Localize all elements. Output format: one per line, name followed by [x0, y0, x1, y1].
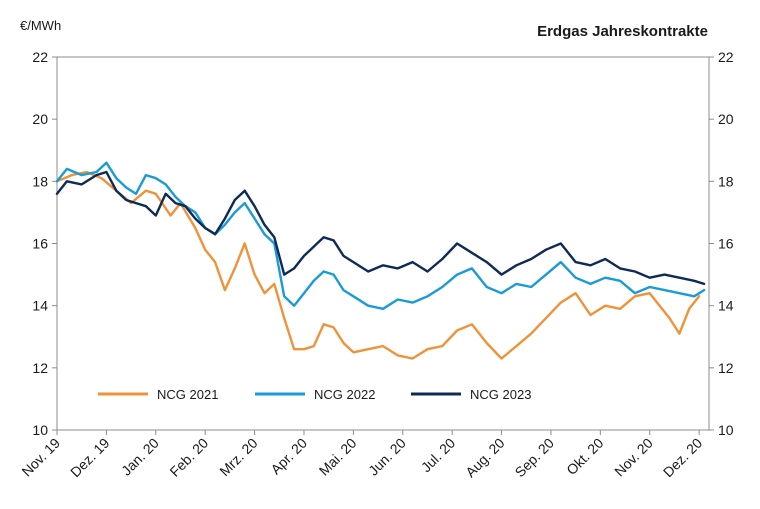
- x-tick-label: Jan. 20: [118, 435, 162, 479]
- x-tick-label: Feb. 20: [166, 435, 211, 480]
- x-tick-label: Nov. 20: [611, 435, 656, 480]
- y-tick-label-left-22: 22: [32, 49, 48, 65]
- y-tick-label-right-12: 12: [718, 360, 734, 376]
- y-tick-label-right-18: 18: [718, 173, 734, 189]
- x-tick-label: Aug. 20: [462, 435, 508, 481]
- y-tick-label-right-20: 20: [718, 111, 734, 127]
- chart-title: Erdgas Jahreskontrakte: [537, 23, 708, 40]
- legend-label-ncg-2022: NCG 2022: [314, 387, 375, 402]
- x-tick-label: Dez. 20: [660, 435, 706, 481]
- y-tick-label-right-16: 16: [718, 236, 734, 252]
- x-tick-label: Jul. 20: [418, 435, 459, 476]
- x-tick-label: Mai. 20: [316, 435, 360, 479]
- x-tick-label: Mrz. 20: [216, 435, 260, 479]
- y-tick-label-right-22: 22: [718, 49, 734, 65]
- series-line-ncg-2021: [55, 170, 701, 360]
- x-tick-label: Dez. 19: [67, 435, 113, 481]
- x-tick-label: Jun. 20: [365, 435, 409, 479]
- y-axis-unit-label: €/MWh: [20, 18, 61, 33]
- series-layer: [55, 161, 706, 360]
- y-tick-label-left-14: 14: [32, 298, 48, 314]
- x-tick-label: Okt. 20: [563, 435, 606, 478]
- y-tick-label-right-14: 14: [718, 298, 734, 314]
- legend-label-ncg-2021: NCG 2021: [157, 387, 218, 402]
- y-tick-label-right-10: 10: [718, 422, 734, 438]
- series-line-ncg-2023: [55, 170, 706, 286]
- x-axis: Nov. 19 Dez. 19 Jan. 20 Feb. 20 Mrz. 20 Apr. …: [18, 430, 705, 480]
- x-tick-label: Apr. 20: [267, 435, 310, 478]
- y-axis-right: 10 12 14 16 18 20 22: [709, 49, 734, 438]
- plot-area-frame: [56, 56, 710, 431]
- legend-label-ncg-2023: NCG 2023: [470, 387, 531, 402]
- legend: NCG 2021 NCG 2022 NCG 2023: [98, 387, 531, 402]
- x-tick-label: Nov. 19: [18, 435, 63, 480]
- series-line-ncg-2022: [55, 161, 706, 310]
- y-tick-label-left-18: 18: [32, 173, 48, 189]
- y-tick-label-left-16: 16: [32, 236, 48, 252]
- y-axis-left: 10 12 14 16 18 20 22: [32, 49, 57, 438]
- y-tick-label-left-10: 10: [32, 422, 48, 438]
- x-tick-label: Sep. 20: [512, 435, 558, 481]
- y-tick-label-left-20: 20: [32, 111, 48, 127]
- y-tick-label-left-12: 12: [32, 360, 48, 376]
